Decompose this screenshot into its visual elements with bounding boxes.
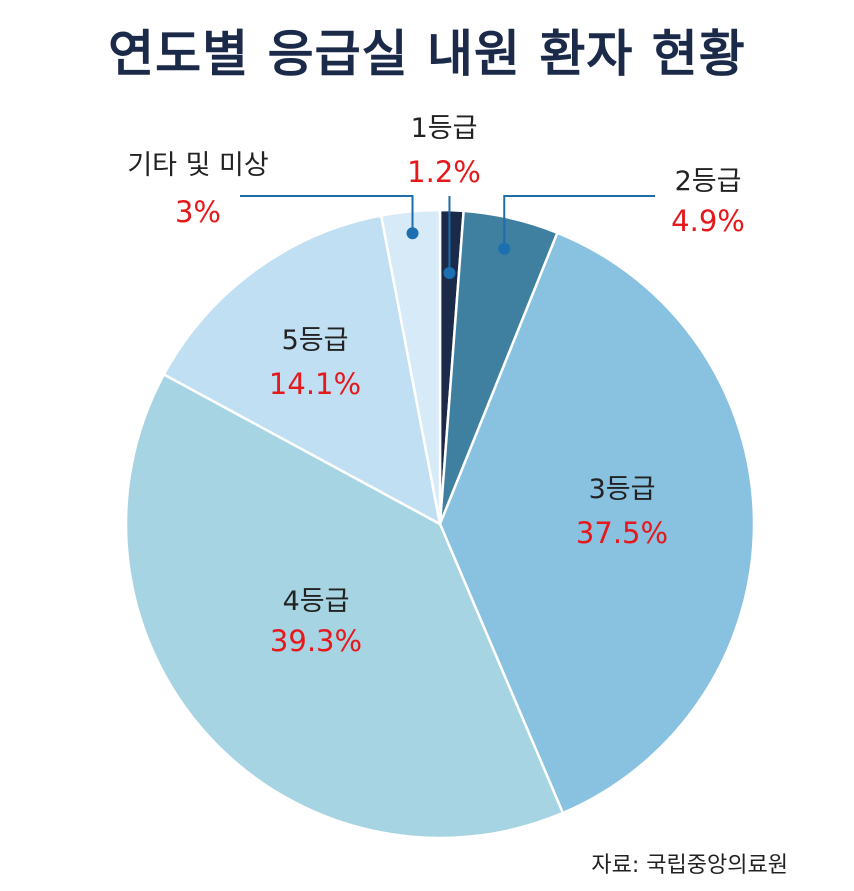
source-note: 자료: 국립중앙의료원 xyxy=(591,853,788,878)
chart-title: 연도별 응급실 내원 환자 현황 xyxy=(108,25,746,83)
slice-label-2: 2등급 xyxy=(675,166,742,197)
slice-label-5: 5등급 xyxy=(282,325,349,356)
slice-label-4: 4등급 xyxy=(283,586,350,617)
pie-slice-5 xyxy=(162,214,442,527)
slice-value-6: 3% xyxy=(175,195,221,229)
pie-slice-4 xyxy=(124,372,565,840)
slice-label-3: 3등급 xyxy=(589,474,656,505)
slice-value-1: 1.2% xyxy=(407,155,481,189)
leader-dot-2 xyxy=(498,242,511,255)
slice-label-1: 1등급 xyxy=(411,113,478,144)
slice-label-6: 기타 및 미상 xyxy=(127,150,268,181)
slice-value-5: 14.1% xyxy=(269,367,361,401)
slice-value-4: 39.3% xyxy=(270,624,362,658)
leader-dot-1 xyxy=(443,266,456,279)
leader-line-2 xyxy=(503,195,655,249)
leader-line-6 xyxy=(240,195,414,234)
slice-value-2: 4.9% xyxy=(671,204,745,238)
pie-slice-3 xyxy=(438,231,756,815)
slice-value-3: 37.5% xyxy=(576,516,668,550)
leader-dot-6 xyxy=(406,227,419,240)
pie-slice-6 xyxy=(379,208,442,525)
